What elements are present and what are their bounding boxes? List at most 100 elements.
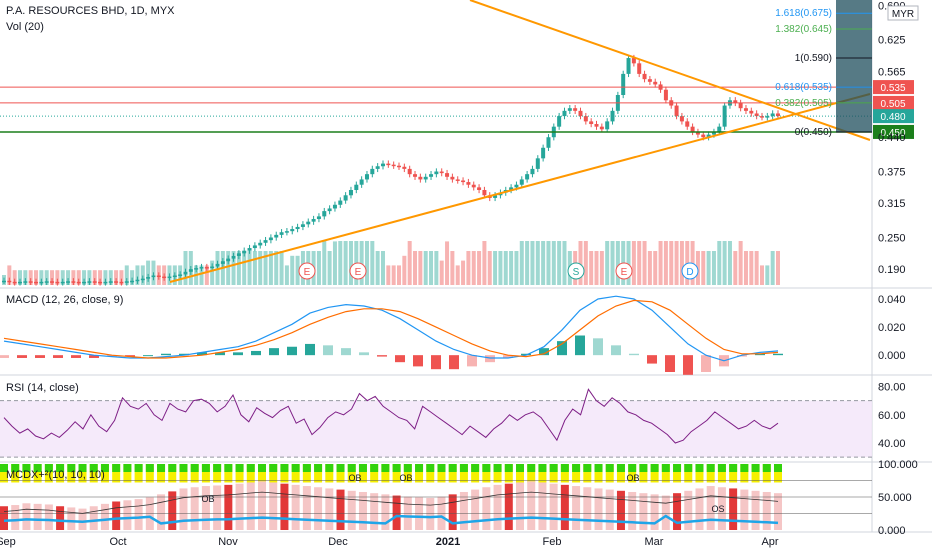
volume-bar bbox=[647, 251, 652, 285]
volume-bar bbox=[130, 270, 135, 285]
mcdx-bar bbox=[639, 493, 648, 530]
mcdx-top-bar bbox=[661, 464, 670, 483]
currency-badge[interactable] bbox=[887, 5, 919, 21]
rsi-tick-label: 60.00 bbox=[878, 410, 906, 422]
fibonacci-levels: 1.618(0.675) 1.382(0.645) 1(0.590) 0.618(0.… bbox=[775, 0, 872, 138]
fib-label: 0(0.450) bbox=[795, 127, 832, 138]
mcdx-dark-line bbox=[3, 491, 779, 514]
volume-bar bbox=[578, 241, 583, 285]
mcdx-bar bbox=[280, 483, 289, 530]
candle-body bbox=[279, 232, 284, 235]
mcdx-green-cap bbox=[448, 464, 457, 472]
macd-histogram-bar bbox=[107, 355, 117, 357]
candle-body bbox=[343, 195, 348, 201]
volume-bar bbox=[557, 241, 562, 285]
mcdx-top-bar bbox=[504, 464, 513, 483]
mcdx-annotation: OB bbox=[399, 473, 412, 483]
macd-histogram-bar bbox=[395, 355, 405, 363]
candle-body bbox=[2, 280, 6, 283]
x-tick-label: Dec bbox=[328, 536, 348, 548]
mcdx-green-cap bbox=[67, 464, 76, 472]
volume-bar bbox=[338, 241, 343, 285]
mcdx-green-cap bbox=[616, 464, 625, 472]
mcdx-top-bar bbox=[22, 464, 31, 483]
mcdx-bar bbox=[616, 490, 625, 530]
mcdx-bar bbox=[157, 494, 166, 530]
volume-bar bbox=[642, 241, 647, 285]
mcdx-top-bar bbox=[639, 464, 648, 483]
candle-body bbox=[332, 204, 337, 209]
volume-bar bbox=[605, 241, 610, 285]
macd-tick-label: 0.040 bbox=[878, 294, 906, 306]
volume-bar bbox=[370, 241, 375, 285]
price-tick-label: 0.315 bbox=[878, 198, 906, 210]
mcdx-green-cap bbox=[706, 464, 715, 472]
volume-bar bbox=[380, 251, 385, 285]
mcdx-green-cap bbox=[291, 464, 300, 472]
mcdx-top-bar bbox=[751, 464, 760, 483]
resistance-trendline bbox=[469, 0, 871, 141]
candle-body bbox=[583, 116, 588, 122]
volume-bar bbox=[348, 241, 353, 285]
volume-bar bbox=[231, 251, 236, 285]
mcdx-bar bbox=[224, 484, 233, 530]
mcdx-green-cap bbox=[145, 464, 154, 472]
macd-histogram-bar bbox=[71, 355, 81, 358]
mcdx-bar bbox=[560, 484, 569, 530]
mcdx-annotation: OB bbox=[201, 494, 214, 504]
volume-bar bbox=[439, 260, 444, 285]
mcdx-top-bar bbox=[493, 464, 502, 483]
mcdx-bar bbox=[123, 500, 132, 530]
mcdx-bar bbox=[459, 491, 468, 530]
volume-bar bbox=[759, 265, 764, 285]
mcdx-bar bbox=[134, 499, 143, 530]
candle-body bbox=[471, 184, 476, 188]
x-tick-label: Mar bbox=[645, 536, 664, 548]
candle-body bbox=[477, 187, 482, 190]
volume-bar bbox=[546, 241, 551, 285]
candle-body bbox=[7, 280, 12, 283]
candle-body bbox=[220, 261, 225, 264]
macd-histogram-bar bbox=[629, 353, 639, 356]
candle-body bbox=[162, 276, 167, 279]
candle-body bbox=[701, 134, 706, 138]
macd-histogram-bar bbox=[287, 346, 297, 356]
volume-bar bbox=[322, 241, 327, 285]
fib-zone bbox=[836, 0, 872, 132]
volume-bar bbox=[327, 251, 332, 285]
mcdx-green-cap bbox=[190, 464, 199, 472]
candle-body bbox=[621, 73, 626, 95]
volume-bar bbox=[375, 251, 380, 285]
mcdx-title: MCDX+²(10, 10, 10) bbox=[6, 469, 105, 481]
mcdx-top-bar bbox=[336, 464, 345, 483]
mcdx-top-bar bbox=[33, 464, 42, 483]
mcdx-green-cap bbox=[224, 464, 233, 472]
candle-body bbox=[711, 131, 716, 135]
volume-bar bbox=[509, 251, 514, 285]
mcdx-top-bar bbox=[347, 464, 356, 483]
candle-body bbox=[509, 187, 514, 190]
mcdx-bar bbox=[22, 503, 31, 530]
macd-histogram-bar bbox=[251, 350, 261, 356]
volume-bar bbox=[60, 270, 65, 285]
candle-body bbox=[626, 58, 631, 74]
candle-body bbox=[439, 171, 444, 174]
mcdx-green-cap bbox=[426, 464, 435, 472]
volume-bar bbox=[445, 241, 450, 285]
volume-bar bbox=[535, 241, 540, 285]
mcdx-top-bar bbox=[224, 464, 233, 483]
macd-histogram-bar bbox=[0, 355, 9, 358]
candle-body bbox=[188, 269, 193, 272]
candle-body bbox=[210, 266, 215, 269]
candle-body bbox=[525, 174, 530, 180]
mcdx-green-cap bbox=[774, 464, 782, 472]
mcdx-bar bbox=[392, 495, 401, 530]
volume-bar bbox=[615, 241, 620, 285]
volume-bar bbox=[503, 251, 508, 285]
candle-body bbox=[108, 281, 113, 283]
candle-body bbox=[647, 79, 652, 82]
candle-body bbox=[445, 173, 450, 177]
volume-bar bbox=[477, 251, 482, 285]
candle-body bbox=[124, 281, 129, 283]
